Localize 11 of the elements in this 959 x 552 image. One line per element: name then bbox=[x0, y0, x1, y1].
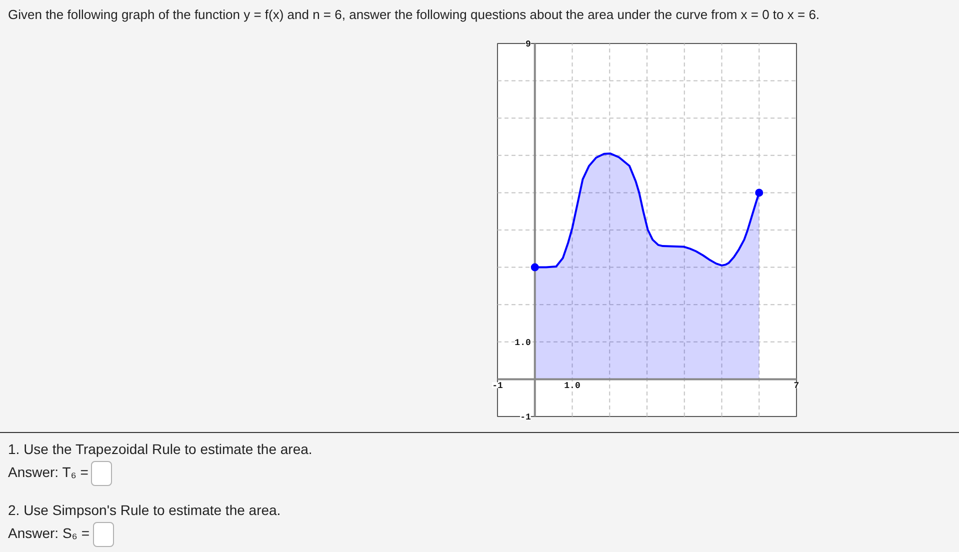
x-tick-label: 7 bbox=[794, 381, 800, 392]
y-tick-label: -1 bbox=[520, 412, 532, 422]
text: Answer: S₆ = bbox=[8, 524, 91, 543]
x-tick-label: -1 bbox=[492, 381, 504, 392]
text: 1. Use the Trapezoidal Rule to estimate the area. bbox=[8, 440, 312, 458]
text: Answer: T₆ = bbox=[8, 463, 90, 482]
text: 2. Use Simpson's Rule to estimate the area. bbox=[8, 501, 282, 519]
y-tick-label: 1.0 bbox=[514, 338, 531, 348]
x-tick-label: 1.0 bbox=[564, 381, 580, 392]
chart-title: Given the following graph of the function y = f(x) and n = 6, answer the following questions about the area under the curve from x = 0 to x = 6. bbox=[8, 6, 820, 24]
y-tick-label: 9 bbox=[525, 40, 531, 50]
